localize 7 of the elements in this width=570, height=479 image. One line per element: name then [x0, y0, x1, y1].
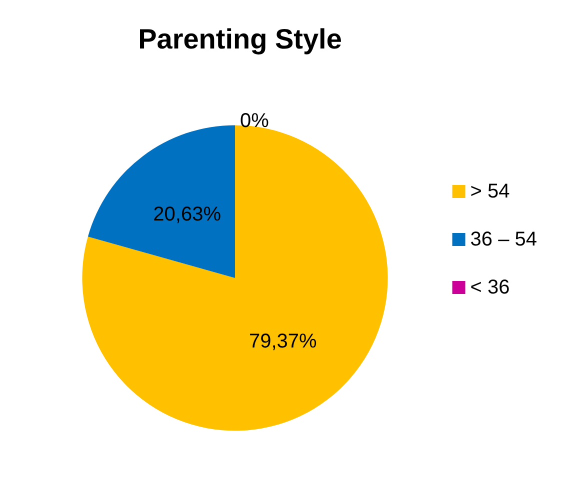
legend-label: > 54	[470, 180, 510, 202]
legend-label: < 36	[470, 276, 510, 298]
data-label: 79,37%	[249, 330, 318, 352]
text: 0%	[240, 110, 269, 132]
chart-title: Parenting Style	[138, 24, 342, 54]
data-label: 20,63%	[153, 204, 222, 226]
legend-label: 36 – 54	[470, 228, 538, 250]
